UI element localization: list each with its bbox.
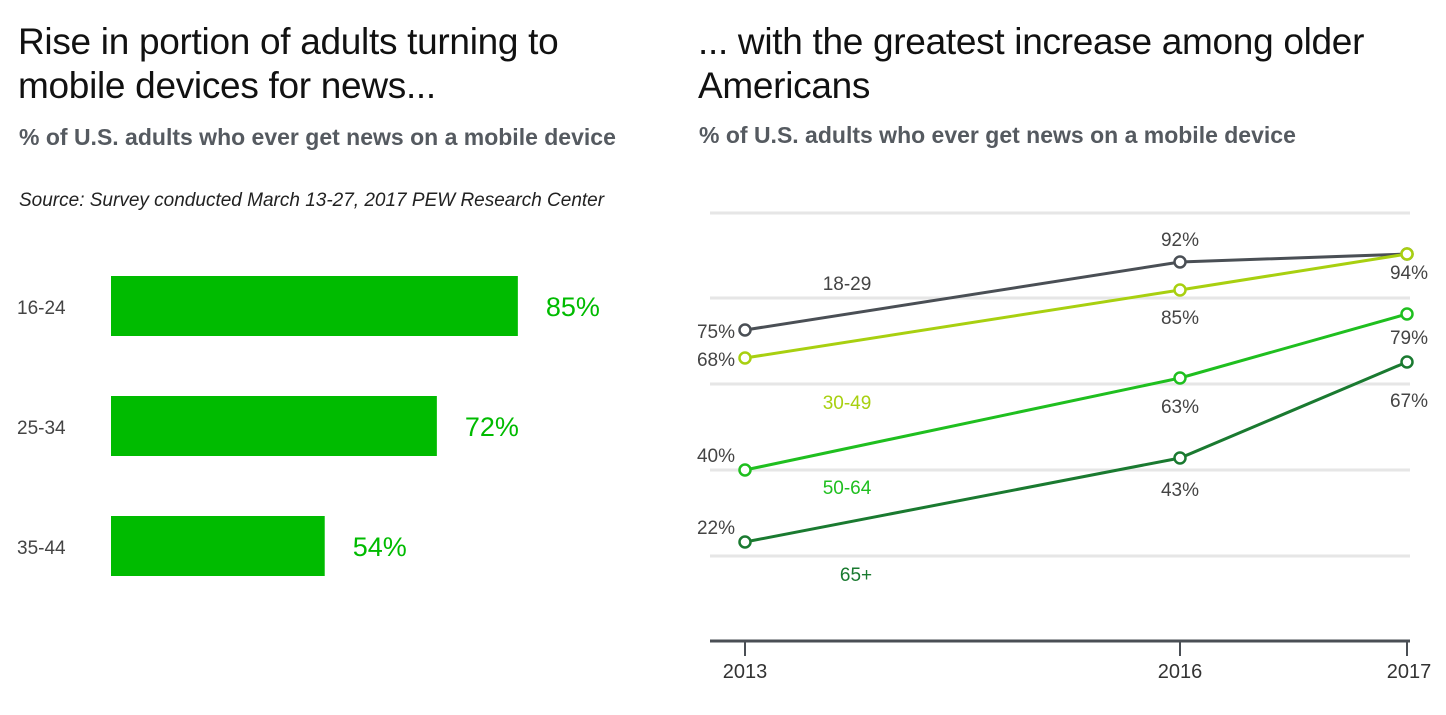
- data-label: 67%: [1390, 391, 1428, 412]
- point-65+-2013: [738, 535, 752, 549]
- data-label: 40%: [697, 446, 735, 467]
- point-50-64-2013: [738, 463, 752, 477]
- point-65+-2017: [1400, 355, 1414, 369]
- data-label: 68%: [697, 350, 735, 371]
- data-label: 22%: [697, 518, 735, 539]
- bar-category-label: 35-44: [17, 538, 66, 559]
- series-label: 50-64: [823, 478, 872, 499]
- data-label: 79%: [1390, 328, 1428, 349]
- bar-category-label: 25-34: [17, 418, 66, 439]
- line-65+: [744, 360, 1408, 544]
- bar-category-label: 16-24: [17, 298, 66, 319]
- left-chart-title: Rise in portion of adults turning to mob…: [18, 21, 559, 106]
- left-chart-source: Source: Survey conducted March 13-27, 20…: [19, 190, 605, 211]
- right-chart-title: ... with the greatest increase among old…: [698, 21, 1365, 106]
- bar-25-34: [111, 396, 437, 456]
- point-30-49-2013: [738, 351, 752, 365]
- point-30-49-2016: [1173, 283, 1187, 297]
- right-chart-subtitle: % of U.S. adults who ever get news on a …: [699, 122, 1296, 148]
- series-label: 18-29: [823, 274, 872, 295]
- data-label: 94%: [1390, 263, 1428, 284]
- left-chart-subtitle: % of U.S. adults who ever get news on a …: [19, 124, 616, 150]
- x-tick-label: 2013: [723, 661, 768, 683]
- point-65+-2016: [1173, 451, 1187, 465]
- bar-value-label: 72%: [465, 412, 519, 442]
- x-tick-label: 2017: [1387, 661, 1432, 683]
- x-tick-label: 2016: [1158, 661, 1203, 683]
- bar-value-label: 85%: [546, 292, 600, 322]
- point-50-64-2016: [1173, 371, 1187, 385]
- series-label: 30-49: [823, 393, 872, 414]
- data-label: 85%: [1161, 308, 1199, 329]
- data-label: 75%: [697, 322, 735, 343]
- line-50-64: [744, 312, 1408, 472]
- bar-16-24: [111, 276, 518, 336]
- data-label: 43%: [1161, 480, 1199, 501]
- bar-value-label: 54%: [353, 532, 407, 562]
- point-18-29-2016: [1173, 255, 1187, 269]
- data-label: 92%: [1161, 230, 1199, 251]
- point-50-64-2017: [1400, 307, 1414, 321]
- bar-35-44: [111, 516, 325, 576]
- data-label: 63%: [1161, 397, 1199, 418]
- series-label: 65+: [840, 565, 872, 586]
- point-30-49-2017: [1400, 247, 1414, 261]
- point-18-29-2013: [738, 323, 752, 337]
